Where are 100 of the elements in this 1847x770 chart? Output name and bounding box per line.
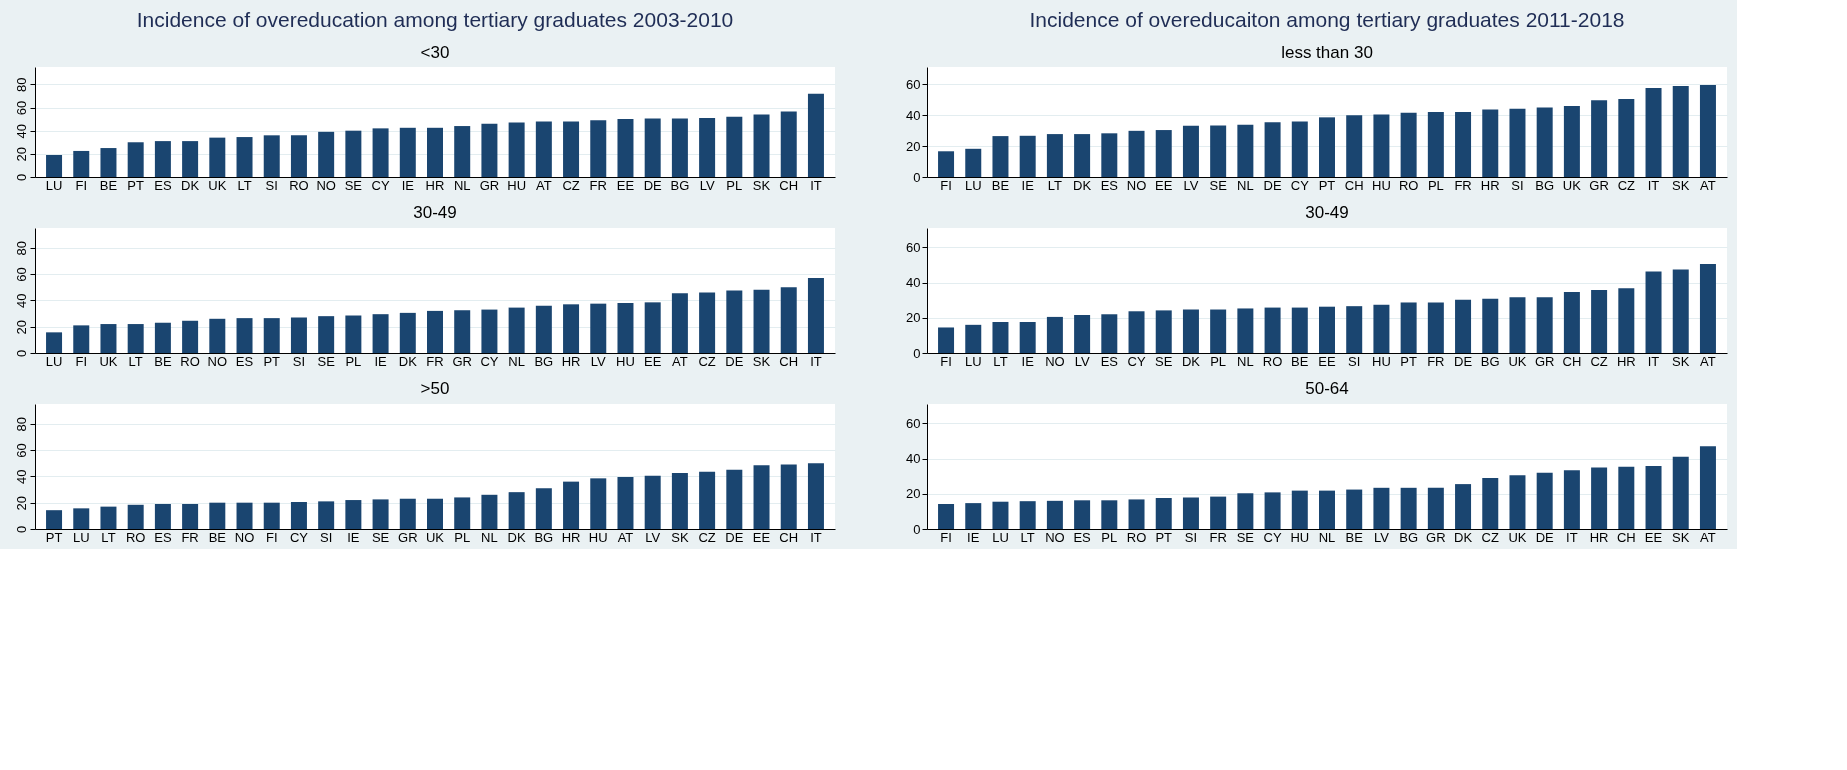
x-tick-label: DK [398, 353, 418, 369]
bar [1291, 121, 1308, 177]
bar [345, 315, 362, 353]
bar [1563, 105, 1580, 177]
x-tick-label: UK [208, 177, 227, 193]
x-tick-label: RO [180, 353, 200, 369]
x-tick-label: DK [181, 177, 200, 193]
bar [1509, 108, 1526, 177]
x-tick-label: GR [479, 177, 500, 193]
x-tick-label: SE [371, 529, 390, 545]
bar [508, 122, 525, 177]
bar [1591, 289, 1608, 353]
bar [1482, 109, 1499, 177]
x-tick-label: SI [1348, 353, 1361, 369]
chart-subtitle: less than 30 [1281, 43, 1373, 62]
bar [780, 464, 797, 529]
bar [1427, 302, 1444, 353]
bar [1699, 446, 1716, 529]
bar [1672, 269, 1689, 353]
y-tick-label: 0 [13, 525, 29, 534]
x-tick-label: IT [1647, 353, 1660, 369]
x-tick-label: HU [588, 529, 608, 545]
bar [753, 114, 770, 177]
x-tick-label: RO [1126, 529, 1147, 545]
x-tick-label: SK [1672, 177, 1690, 193]
x-tick-label: FR [1454, 177, 1472, 193]
x-tick-label: FI [75, 353, 88, 369]
x-tick-label: LT [1020, 529, 1035, 545]
x-tick-label: EE [616, 177, 635, 193]
y-tick-label: 80 [13, 241, 29, 256]
x-tick-label: PT [127, 177, 145, 193]
x-tick-label: IE [1021, 353, 1035, 369]
bar [1618, 98, 1635, 177]
x-tick-label: NO [1045, 529, 1065, 545]
bar [427, 498, 443, 529]
bar [182, 504, 199, 529]
x-tick-label: IT [1566, 529, 1578, 545]
x-tick-label: SK [1672, 353, 1690, 369]
bar [1210, 125, 1227, 177]
bar [1346, 306, 1363, 353]
bar [1210, 309, 1227, 353]
bar [1264, 492, 1281, 529]
bar [1155, 498, 1172, 529]
x-tick-label: PT [1155, 529, 1173, 545]
bar [1536, 472, 1553, 529]
bar [1346, 115, 1363, 177]
x-tick-label: DE [643, 177, 663, 193]
y-tick-label: 40 [13, 293, 29, 309]
x-tick-label: SI [1184, 529, 1198, 545]
bar [182, 320, 199, 353]
bar [617, 303, 634, 353]
bar [127, 324, 144, 353]
y-tick-label: 0 [913, 345, 921, 361]
bar [1563, 470, 1580, 529]
x-tick-label: CZ [698, 529, 716, 545]
bar [617, 477, 634, 529]
bar [1645, 271, 1662, 353]
y-tick-label: 20 [13, 147, 29, 162]
bar [965, 148, 982, 177]
bar [46, 332, 63, 353]
x-tick-label: LU [72, 529, 90, 545]
y-tick-label: 60 [13, 443, 29, 458]
x-tick-label: AT [617, 529, 634, 545]
x-tick-label: LT [128, 353, 143, 369]
bar [699, 471, 716, 529]
x-tick-label: ES [1100, 177, 1119, 193]
x-tick-label: RO [1262, 353, 1283, 369]
x-tick-label: DE [725, 353, 744, 369]
bar [154, 141, 171, 177]
y-tick-label: 60 [13, 100, 29, 116]
bar [1155, 130, 1172, 177]
x-tick-label: GR [398, 529, 418, 545]
bar [938, 504, 955, 529]
bar [1101, 133, 1118, 177]
x-tick-label: LU [964, 353, 982, 369]
bar [753, 289, 770, 353]
bar [345, 130, 362, 177]
bar [535, 121, 552, 177]
bar [1210, 496, 1227, 529]
bar [992, 322, 1009, 353]
x-tick-label: NL [1237, 353, 1254, 369]
x-tick-label: LV [590, 353, 607, 369]
bar [563, 121, 580, 177]
x-tick-label: DE [725, 529, 744, 545]
bar [1482, 477, 1499, 529]
x-tick-label: NL [481, 529, 498, 545]
bar [127, 504, 144, 529]
bar [1128, 499, 1145, 529]
x-tick-label: CY [480, 353, 499, 369]
bar [644, 475, 661, 529]
x-tick-label: FI [265, 529, 278, 545]
x-tick-label: BG [670, 177, 690, 193]
x-tick-label: RO [1398, 177, 1419, 193]
x-tick-label: NO [1045, 353, 1065, 369]
bar [617, 119, 634, 177]
bar [1128, 311, 1145, 353]
x-tick-label: UK [1508, 353, 1527, 369]
bar [481, 494, 498, 529]
x-tick-label: SI [1511, 177, 1524, 193]
x-tick-label: BE [1345, 529, 1364, 545]
